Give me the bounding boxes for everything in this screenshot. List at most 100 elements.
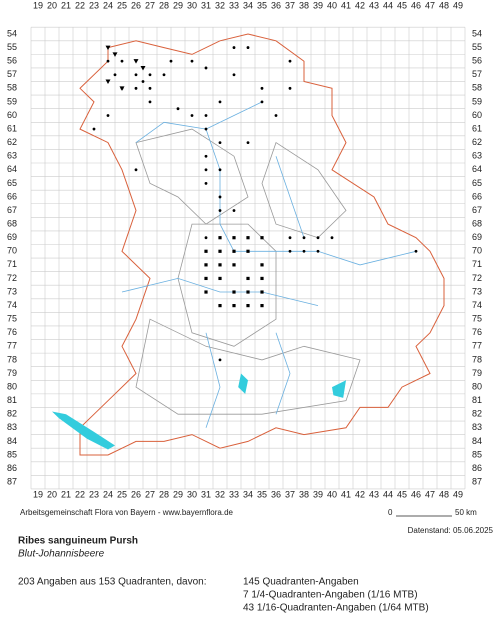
x-label: 44: [383, 0, 393, 10]
x-label: 36: [271, 489, 281, 499]
x-label: 23: [89, 489, 99, 499]
x-label: 40: [327, 0, 337, 10]
square: [218, 236, 222, 240]
dot: [148, 73, 152, 77]
x-label: 25: [117, 0, 127, 10]
x-label: 20: [47, 0, 57, 10]
x-label: 19: [33, 489, 43, 499]
river: [205, 332, 221, 428]
square: [246, 290, 250, 294]
square: [204, 276, 208, 281]
y-label: 78: [472, 354, 482, 364]
dot: [260, 86, 264, 90]
square: [246, 276, 250, 281]
lake: [238, 373, 248, 394]
species-name: Ribes sanguineum Pursh: [18, 536, 138, 547]
x-label: 46: [411, 0, 421, 10]
x-label: 43: [369, 489, 379, 499]
x-label: 32: [215, 0, 225, 10]
dot: [246, 46, 250, 49]
y-label: 87: [472, 477, 482, 487]
square: [232, 290, 236, 294]
credit: Arbeitsgemeinschaft Flora von Bayern - w…: [20, 508, 234, 517]
y-label: 77: [472, 341, 482, 351]
summary-line: 43 1/16-Quadranten-Angaben (1/64 MTB): [243, 603, 429, 614]
dot: [302, 249, 306, 253]
square: [218, 304, 222, 308]
dot: [204, 236, 208, 240]
y-label: 54: [472, 28, 482, 38]
y-label: 68: [7, 218, 17, 228]
x-label: 47: [425, 0, 435, 10]
x-label: 46: [411, 489, 421, 499]
x-label: 48: [439, 489, 449, 499]
x-label: 33: [229, 0, 239, 10]
y-label: 67: [472, 205, 482, 215]
y-label: 65: [7, 178, 17, 188]
y-label: 55: [7, 42, 17, 52]
triangle: [105, 79, 111, 85]
square: [246, 249, 250, 253]
y-label: 78: [7, 354, 17, 364]
dot: [330, 236, 334, 240]
y-label: 71: [472, 259, 482, 269]
x-label: 23: [89, 0, 99, 10]
x-label: 34: [243, 489, 253, 499]
y-label: 85: [7, 449, 17, 459]
y-label: 64: [472, 164, 482, 174]
square: [260, 304, 264, 308]
y-label: 62: [7, 137, 17, 147]
y-label: 77: [7, 341, 17, 351]
dot: [134, 168, 138, 172]
y-label: 80: [472, 381, 482, 391]
dot: [316, 236, 320, 240]
x-label: 35: [257, 0, 267, 10]
y-label: 84: [7, 436, 17, 446]
triangle: [119, 86, 125, 91]
y-label: 62: [472, 137, 482, 147]
square: [260, 263, 264, 267]
y-label: 80: [7, 381, 17, 391]
dot: [120, 59, 124, 63]
square: [246, 236, 250, 240]
y-label: 57: [472, 69, 482, 79]
district-border: [177, 223, 277, 347]
grid: [30, 26, 466, 490]
y-label: 86: [7, 463, 17, 473]
y-label: 84: [472, 436, 482, 446]
y-label: 86: [472, 463, 482, 473]
dot: [204, 168, 208, 172]
y-label: 65: [472, 178, 482, 188]
triangle: [133, 59, 139, 64]
x-label: 22: [75, 0, 85, 10]
scale-start: 0: [388, 508, 393, 517]
square: [232, 304, 236, 308]
dot: [190, 114, 194, 117]
y-label: 76: [472, 327, 482, 337]
y-label: 55: [472, 42, 482, 52]
triangle: [140, 65, 146, 71]
x-label: 35: [257, 489, 267, 499]
square: [218, 249, 222, 253]
x-label: 49: [453, 0, 463, 10]
dot: [148, 100, 152, 104]
dot: [218, 168, 222, 172]
y-label: 79: [472, 368, 482, 378]
dot: [113, 73, 117, 77]
river: [121, 277, 319, 306]
dot: [106, 114, 110, 117]
y-label: 63: [7, 151, 17, 161]
x-label: 40: [327, 489, 337, 499]
summary-line: 145 Quadranten-Angaben: [243, 577, 359, 588]
dot: [232, 73, 236, 77]
x-label: 45: [397, 0, 407, 10]
x-label: 43: [369, 0, 379, 10]
dot: [218, 358, 222, 362]
y-label: 63: [472, 151, 482, 161]
x-label: 27: [145, 0, 155, 10]
y-label: 74: [472, 300, 482, 310]
x-label: 24: [103, 0, 113, 10]
x-label: 41: [341, 489, 351, 499]
x-label: 19: [33, 0, 43, 10]
